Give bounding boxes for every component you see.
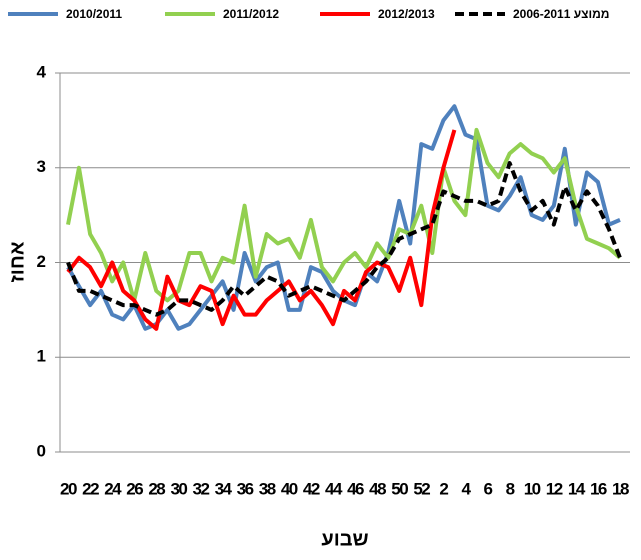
x-tick-label: 10 <box>524 479 541 498</box>
x-tick-label: 8 <box>506 479 515 498</box>
x-tick-label: 48 <box>369 479 386 498</box>
series-line <box>66 127 622 303</box>
x-tick-label: 4 <box>461 479 471 498</box>
x-tick-label: 44 <box>325 479 343 498</box>
x-tick-label: 42 <box>303 479 320 498</box>
y-tick-label: 1 <box>37 347 46 366</box>
x-tick-label: 16 <box>590 479 607 498</box>
legend-label: 2012/2013 <box>378 7 435 21</box>
x-tick-label: 32 <box>193 479 210 498</box>
x-tick-label: 50 <box>391 479 408 498</box>
x-tick-label: 46 <box>347 479 364 498</box>
y-tick-label: 4 <box>37 62 47 81</box>
x-tick-label: 34 <box>215 479 233 498</box>
x-tick-label: 14 <box>568 479 586 498</box>
x-tick-label: 30 <box>170 479 187 498</box>
x-tick-label: 24 <box>104 479 122 498</box>
x-tick-label: 40 <box>281 479 298 498</box>
x-tick-label: 36 <box>237 479 254 498</box>
x-tick-label: 38 <box>259 479 276 498</box>
y-tick-label: 3 <box>37 157 46 176</box>
x-tick-label: 26 <box>126 479 143 498</box>
legend-label: 2010/2011 <box>66 7 122 21</box>
x-tick-label: 2 <box>439 479 448 498</box>
x-tick-label: 20 <box>60 479 77 498</box>
y-tick-label: 2 <box>37 252 46 271</box>
x-tick-label: 6 <box>484 479 493 498</box>
y-axis-label: אחוז <box>6 241 28 282</box>
series-line <box>66 129 457 331</box>
series-line <box>66 161 622 317</box>
x-tick-label: 18 <box>612 479 629 498</box>
x-axis-label: שבוע <box>321 528 368 550</box>
x-tick-label: 22 <box>82 479 99 498</box>
y-tick-label: 0 <box>37 441 46 460</box>
x-tick-label: 12 <box>546 479 563 498</box>
legend-label: 2011/2012 <box>223 7 279 21</box>
x-tick-label: 28 <box>148 479 165 498</box>
legend-label: ממוצע 2006-2011 <box>513 7 610 21</box>
x-tick-label: 52 <box>413 479 430 498</box>
